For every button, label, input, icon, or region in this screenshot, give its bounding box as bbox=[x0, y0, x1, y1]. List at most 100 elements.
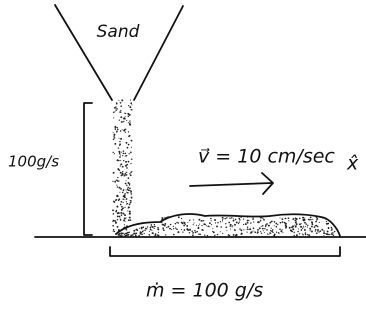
sand-grain bbox=[123, 150, 125, 152]
sand-grain bbox=[285, 218, 286, 219]
sand-grain bbox=[130, 200, 131, 201]
sand-grain bbox=[189, 232, 190, 233]
sand-grain bbox=[141, 234, 143, 236]
sand-grain bbox=[252, 231, 253, 232]
sand-grain bbox=[271, 228, 272, 229]
sand-grain bbox=[129, 173, 130, 174]
sand-grain bbox=[213, 231, 215, 233]
sand-grain bbox=[130, 102, 132, 104]
sand-grain bbox=[196, 225, 197, 226]
sand-grain bbox=[121, 152, 122, 153]
sand-grain bbox=[119, 145, 120, 146]
sand-grain bbox=[270, 230, 271, 231]
sand-grain bbox=[298, 228, 299, 229]
sand-grain bbox=[189, 220, 190, 221]
sand-grain bbox=[201, 225, 202, 226]
sand-grain bbox=[128, 114, 129, 115]
sand-grain bbox=[214, 219, 216, 221]
sand-grain bbox=[120, 130, 121, 131]
sand-grain bbox=[121, 206, 123, 208]
sand-grain bbox=[302, 217, 304, 219]
sand-grain bbox=[126, 180, 127, 181]
sand-grain bbox=[278, 233, 279, 234]
mass-rate-label: ṁ = 100 g/s bbox=[146, 280, 263, 302]
sand-grain bbox=[112, 225, 114, 227]
sand-grain bbox=[210, 218, 212, 220]
sand-grain bbox=[115, 182, 116, 183]
sand-grain bbox=[128, 105, 129, 106]
sand-stream bbox=[112, 99, 133, 232]
sand-grain bbox=[126, 198, 128, 200]
sand-grain bbox=[282, 229, 283, 230]
sand-grain bbox=[130, 100, 131, 101]
sand-grain bbox=[309, 228, 311, 230]
sand-grain bbox=[295, 226, 297, 228]
sand-grain bbox=[307, 225, 308, 226]
sand-grain bbox=[294, 220, 296, 222]
sand-grain bbox=[222, 220, 223, 221]
sand-grain bbox=[117, 168, 119, 170]
sand-grain bbox=[116, 179, 118, 181]
sand-grain bbox=[119, 156, 121, 158]
sand-grain bbox=[192, 234, 194, 236]
sand-grain bbox=[164, 217, 165, 218]
sand-grain bbox=[198, 225, 199, 226]
sand-grain bbox=[116, 110, 117, 111]
sand-grain bbox=[211, 220, 212, 221]
sand-grain bbox=[271, 230, 273, 232]
sand-grain bbox=[297, 231, 299, 233]
sand-grain bbox=[116, 185, 117, 186]
sand-grain bbox=[112, 181, 113, 182]
sand-grain bbox=[326, 221, 327, 222]
sand-grain bbox=[155, 233, 157, 235]
sand-grain bbox=[334, 231, 335, 232]
direction-label: x̂ bbox=[346, 153, 359, 175]
sand-grain bbox=[262, 225, 264, 227]
funnel-left bbox=[55, 5, 112, 100]
sand-grain bbox=[260, 220, 261, 221]
sand-grain bbox=[222, 219, 223, 220]
sand-grain bbox=[223, 217, 224, 218]
sand-grain bbox=[225, 226, 227, 228]
sand-grain bbox=[130, 192, 131, 193]
sand-grain bbox=[305, 226, 306, 227]
sand-grain bbox=[217, 222, 218, 223]
sand-grain bbox=[296, 234, 298, 236]
sand-grain bbox=[116, 195, 117, 196]
sand-grain bbox=[143, 226, 145, 228]
sand-grain bbox=[122, 171, 123, 172]
sand-grain bbox=[257, 231, 259, 233]
sand-grain bbox=[328, 227, 330, 229]
sand-grain bbox=[131, 197, 133, 199]
sand-grain bbox=[311, 231, 313, 233]
sand-grain bbox=[121, 100, 122, 101]
sand-grain bbox=[125, 229, 127, 231]
sand-grain bbox=[114, 107, 116, 109]
sand-grain bbox=[261, 233, 262, 234]
sand-grain bbox=[215, 222, 216, 223]
sand-grain bbox=[124, 113, 125, 114]
sand-grain bbox=[178, 222, 179, 223]
sand-grain bbox=[129, 217, 131, 219]
sand-grain bbox=[189, 229, 191, 231]
sand-grain bbox=[291, 231, 292, 232]
sand-grain bbox=[323, 232, 325, 234]
sand-grain bbox=[124, 199, 125, 200]
sand-grain bbox=[166, 217, 167, 218]
sand-grain bbox=[122, 155, 123, 156]
sand-grain bbox=[127, 147, 129, 149]
sand-grain bbox=[206, 225, 207, 226]
sand-grain bbox=[195, 232, 197, 234]
sand-grain bbox=[214, 235, 215, 236]
sand-grain bbox=[163, 229, 165, 231]
sand-grain bbox=[117, 186, 118, 187]
sand-grain bbox=[126, 204, 127, 205]
sand-grain bbox=[212, 228, 213, 229]
sand-grain bbox=[299, 233, 300, 234]
sand-grain bbox=[226, 230, 227, 231]
sand-grain bbox=[151, 224, 153, 226]
sand-grain bbox=[216, 225, 218, 227]
sand-grain bbox=[277, 224, 278, 225]
diagram: Sand 100g/s v⃗ = 10 cm/sec x̂ ṁ = 100 g/… bbox=[0, 0, 366, 311]
sand-grain bbox=[126, 192, 127, 193]
